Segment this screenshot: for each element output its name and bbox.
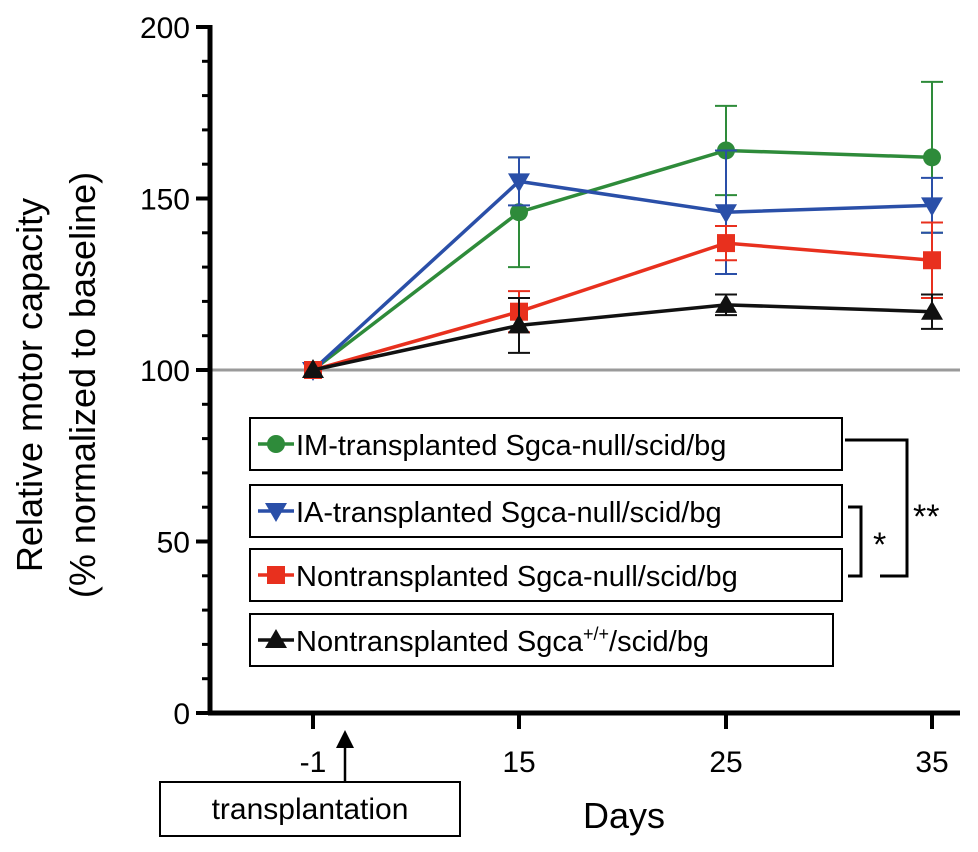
series-im bbox=[304, 80, 943, 379]
series-non bbox=[304, 221, 943, 379]
legend-box bbox=[249, 548, 843, 602]
sig-label-single: * bbox=[873, 526, 886, 564]
legend-box bbox=[249, 417, 843, 471]
legend-item-im: IM-transplanted Sgca-null/scid/bg bbox=[249, 417, 843, 471]
legend-label: IM-transplanted Sgca-null/scid/bg bbox=[296, 430, 726, 462]
data-point-wt bbox=[508, 314, 530, 334]
bracket-single bbox=[848, 505, 863, 578]
legend: IM-transplanted Sgca-null/scid/bg IA-tran… bbox=[249, 417, 843, 667]
legend-item-ia: IA-transplanted Sgca-null/scid/bg bbox=[249, 484, 843, 538]
legend-label: Nontransplanted Sgca+/+/scid/bg bbox=[296, 624, 709, 658]
y-axis-subtitle: (% normalized to baseline) bbox=[62, 172, 103, 598]
data-point-non bbox=[923, 251, 941, 270]
transplant-box bbox=[159, 781, 461, 837]
y-tick-label: 100 bbox=[140, 355, 190, 388]
legend-item-non: Nontransplanted Sgca-null/scid/bg bbox=[249, 548, 843, 602]
data-point-ia bbox=[921, 197, 943, 217]
sig-label-double: ** bbox=[913, 498, 939, 536]
data-point-wt bbox=[302, 359, 324, 378]
data-point-wt bbox=[715, 293, 737, 313]
transplant-arrow-head bbox=[336, 730, 354, 748]
legend-label: Nontransplanted Sgca-null/scid/bg bbox=[296, 561, 738, 593]
data-point-im bbox=[510, 203, 528, 222]
legend-swatch-marker bbox=[265, 629, 287, 648]
y-tick-label: 200 bbox=[140, 12, 190, 45]
data-point-wt bbox=[921, 300, 943, 320]
transplant-annotation: transplantation bbox=[159, 730, 461, 837]
x-axis-title: Days bbox=[583, 795, 665, 836]
x-tick-label: 15 bbox=[502, 746, 535, 779]
legend-swatch-marker bbox=[265, 503, 287, 522]
significance-brackets: ** * bbox=[845, 438, 939, 578]
series-wt bbox=[302, 293, 943, 378]
series-line-non bbox=[312, 241, 933, 372]
x-tick-label: 35 bbox=[915, 746, 948, 779]
x-tick-label: -1 bbox=[300, 746, 327, 779]
legend-box bbox=[249, 613, 834, 667]
legend-swatch-marker bbox=[267, 566, 285, 584]
legend-box bbox=[249, 484, 843, 538]
data-point-ia bbox=[508, 173, 530, 193]
data-point-ia bbox=[715, 204, 737, 224]
series-line-ia bbox=[311, 179, 933, 372]
bracket-double bbox=[845, 438, 909, 578]
y-tick-label: 0 bbox=[173, 698, 190, 731]
legend-swatch-marker bbox=[267, 435, 285, 453]
y-tick-label: 150 bbox=[140, 184, 190, 217]
y-axis-title: Relative motor capacity bbox=[9, 198, 50, 572]
y-tick-label: 50 bbox=[157, 527, 190, 560]
x-tick-label: 25 bbox=[709, 746, 742, 779]
legend-item-wt: Nontransplanted Sgca+/+/scid/bg bbox=[249, 613, 834, 667]
data-point-non bbox=[717, 234, 735, 253]
data-point-im bbox=[923, 148, 941, 167]
series-line-im bbox=[311, 148, 933, 372]
transplant-label: transplantation bbox=[212, 793, 409, 826]
legend-label: IA-transplanted Sgca-null/scid/bg bbox=[296, 497, 722, 529]
series-line-wt bbox=[312, 303, 933, 372]
